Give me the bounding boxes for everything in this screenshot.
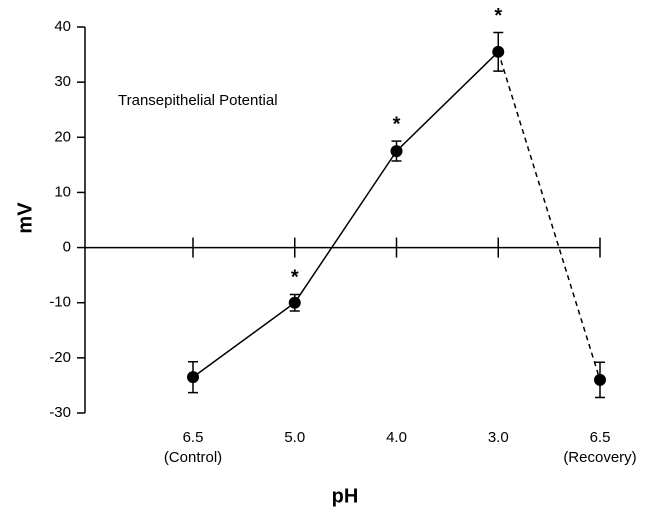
point (288, 296, 301, 309)
data-line (192, 51, 499, 378)
x-tick-note: (Control) (164, 449, 222, 466)
y-tick-label: 30 (54, 73, 71, 90)
x-tick-label: 4.0 (386, 429, 407, 446)
y-tick-label: -20 (49, 349, 71, 366)
point (492, 45, 505, 58)
significance-mark: * (494, 5, 502, 27)
significance-mark: * (393, 113, 401, 135)
y-axis-label: mV (14, 202, 36, 234)
data-line (497, 51, 601, 381)
y-tick-label: 0 (63, 239, 71, 256)
y-tick-label: 20 (54, 128, 71, 145)
x-tick-label: 5.0 (284, 429, 305, 446)
point (187, 371, 199, 384)
y-tick-label: 40 (54, 18, 71, 35)
x-tick-label: 6.5 (183, 429, 204, 446)
x-tick-label: 6.5 (590, 429, 611, 446)
point (390, 145, 403, 158)
y-tick-label: -10 (49, 294, 71, 311)
x-axis-label: pH (332, 485, 359, 507)
point (594, 373, 606, 386)
x-tick-note: (Recovery) (563, 449, 636, 466)
significance-mark: * (291, 267, 299, 289)
y-tick-label: 10 (54, 183, 71, 200)
y-tick-label: -30 (49, 404, 71, 421)
x-tick-label: 3.0 (488, 429, 509, 446)
annotation: Transepithelial Potential (118, 92, 278, 109)
